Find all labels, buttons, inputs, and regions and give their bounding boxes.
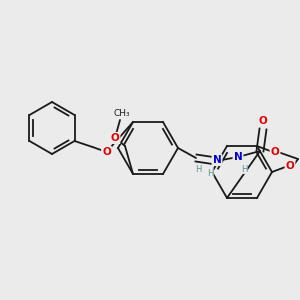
Text: CH₃: CH₃ (114, 110, 130, 118)
Text: N: N (213, 155, 221, 165)
Text: H: H (207, 169, 213, 178)
Text: O: O (111, 133, 119, 143)
Text: O: O (259, 116, 267, 126)
Text: H: H (241, 164, 247, 173)
Text: O: O (286, 161, 294, 171)
Text: N: N (234, 152, 242, 162)
Text: O: O (271, 147, 279, 157)
Text: H: H (195, 166, 201, 175)
Text: O: O (102, 147, 111, 157)
